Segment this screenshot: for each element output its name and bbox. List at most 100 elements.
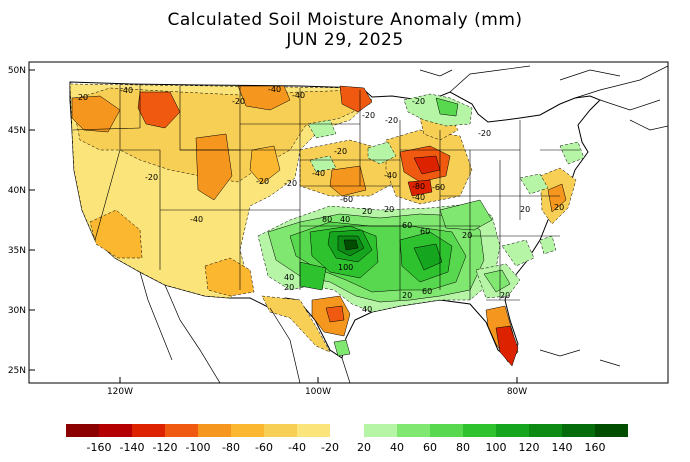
legend-label: 140 bbox=[552, 441, 573, 454]
legend-label: 40 bbox=[390, 441, 404, 454]
contour-label: 60 bbox=[402, 221, 412, 230]
legend-label: -100 bbox=[186, 441, 211, 454]
sw-dry-orange bbox=[89, 209, 143, 259]
contour-label: 20 bbox=[284, 283, 294, 292]
southeast-wet-40 bbox=[483, 269, 511, 293]
legend-swatch bbox=[132, 424, 165, 437]
contour-label: -40 bbox=[190, 215, 203, 224]
legend-label: 20 bbox=[357, 441, 371, 454]
lat-label: 40N bbox=[8, 186, 26, 196]
great-lakes-wet-40 bbox=[435, 97, 459, 117]
contour-label: -40 bbox=[268, 85, 281, 94]
legend-label: -40 bbox=[288, 441, 306, 454]
legend-swatch bbox=[99, 424, 132, 437]
legend-swatch bbox=[496, 424, 529, 437]
contour-label: -60 bbox=[340, 195, 353, 204]
legend-label: -20 bbox=[321, 441, 339, 454]
lon-label: 80W bbox=[507, 387, 527, 397]
contour-label: -20 bbox=[75, 93, 88, 102]
legend-swatch bbox=[165, 424, 198, 437]
oklahoma-wet-160 bbox=[343, 239, 359, 251]
lon-label: 120W bbox=[107, 387, 133, 397]
contour-label: -20 bbox=[256, 177, 269, 186]
contour-label: 40 bbox=[284, 273, 294, 282]
georgia-wet bbox=[501, 239, 535, 267]
legend-swatch bbox=[529, 424, 562, 437]
contour-label: -40 bbox=[312, 169, 325, 178]
legend-label: 60 bbox=[423, 441, 437, 454]
legend-swatch bbox=[463, 424, 496, 437]
contour-label: 80 bbox=[322, 215, 332, 224]
contour-label: -40 bbox=[384, 171, 397, 180]
legend-label: 80 bbox=[456, 441, 470, 454]
wet-anomaly-areas bbox=[257, 93, 585, 357]
contour-label: -40 bbox=[412, 193, 425, 202]
latitude-axis: 50N 45N 40N 35N 30N 25N bbox=[8, 66, 35, 376]
nw-dry-orange bbox=[71, 95, 121, 133]
midatlantic-dry-orange bbox=[547, 183, 567, 213]
lat-label: 25N bbox=[8, 366, 26, 376]
legend-swatch bbox=[397, 424, 430, 437]
legend-swatch bbox=[562, 424, 595, 437]
lat-label: 50N bbox=[8, 66, 26, 76]
contour-labels: -40 -20 -40 -20 -40 -20 -20 -20 -20 -40 … bbox=[75, 85, 564, 314]
lon-label: 100W bbox=[305, 387, 331, 397]
contour-label: 40 bbox=[340, 215, 350, 224]
contour-label: 20 bbox=[362, 207, 372, 216]
legend-swatch bbox=[297, 424, 330, 437]
legend-swatch bbox=[595, 424, 628, 437]
contour-label: -20 bbox=[478, 129, 491, 138]
legend-label: 120 bbox=[519, 441, 540, 454]
ohio-valley-wet bbox=[439, 199, 493, 231]
contour-label: -20 bbox=[145, 173, 158, 182]
legend-label: -120 bbox=[153, 441, 178, 454]
contour-label: 20 bbox=[402, 291, 412, 300]
contour-label: -20 bbox=[385, 116, 398, 125]
contour-label: -80 bbox=[412, 182, 425, 191]
contour-label: 40 bbox=[362, 305, 372, 314]
dry-anomaly-areas bbox=[69, 83, 577, 367]
contour-label: -20 bbox=[284, 179, 297, 188]
pennsylvania-wet bbox=[519, 173, 549, 195]
lat-label: 35N bbox=[8, 246, 26, 256]
map-date: JUN 29, 2025 bbox=[286, 30, 404, 50]
northeast-wet bbox=[559, 141, 585, 165]
legend-swatch bbox=[364, 424, 397, 437]
wyoming-dry-orange bbox=[195, 133, 233, 201]
legend-swatch bbox=[198, 424, 231, 437]
neighbor-outlines bbox=[139, 65, 668, 383]
contour-label: 100 bbox=[338, 263, 353, 272]
state-boundaries bbox=[71, 84, 580, 301]
contour-label: -20 bbox=[412, 97, 425, 106]
legend-negative: -160 -140 -120 -100 -80 -60 -40 -20 bbox=[66, 424, 339, 454]
legend-label: -60 bbox=[255, 441, 273, 454]
idaho-dry-red bbox=[137, 91, 181, 129]
montana-dry-orange bbox=[237, 85, 291, 111]
contour-label: -40 bbox=[292, 91, 305, 100]
missouri-dry-red bbox=[407, 179, 433, 197]
map-title: Calculated Soil Moisture Anomaly (mm) bbox=[167, 10, 523, 30]
legend-label: 160 bbox=[585, 441, 606, 454]
legend-label: -140 bbox=[120, 441, 145, 454]
legend-label: -160 bbox=[87, 441, 112, 454]
color-legend: -160 -140 -120 -100 -80 -60 -40 -20 20 40 60 80 100… bbox=[66, 424, 628, 454]
longitude-axis: 120W 100W 80W bbox=[107, 377, 527, 397]
florida-dry-red bbox=[495, 325, 519, 367]
map-content: -40 -20 -40 -20 -40 -20 -20 -20 -20 -40 … bbox=[69, 65, 668, 383]
great-lakes-wet bbox=[403, 93, 473, 127]
contour-label: 20 bbox=[520, 205, 530, 214]
legend-positive: 20 40 60 80 100 120 140 160 bbox=[357, 424, 628, 454]
lat-label: 45N bbox=[8, 126, 26, 136]
southdakota-wet bbox=[307, 119, 337, 139]
carolina-wet bbox=[539, 235, 557, 255]
arkansas-wet-100 bbox=[413, 243, 443, 271]
contour-label: 60 bbox=[420, 227, 430, 236]
contour-label: -20 bbox=[362, 111, 375, 120]
texas-south-wet bbox=[333, 339, 351, 357]
contour-label: 20 bbox=[384, 205, 394, 214]
texas-dry-light bbox=[261, 295, 331, 353]
legend-swatch bbox=[430, 424, 463, 437]
lat-label: 30N bbox=[8, 306, 26, 316]
contour-label: 20 bbox=[462, 231, 472, 240]
